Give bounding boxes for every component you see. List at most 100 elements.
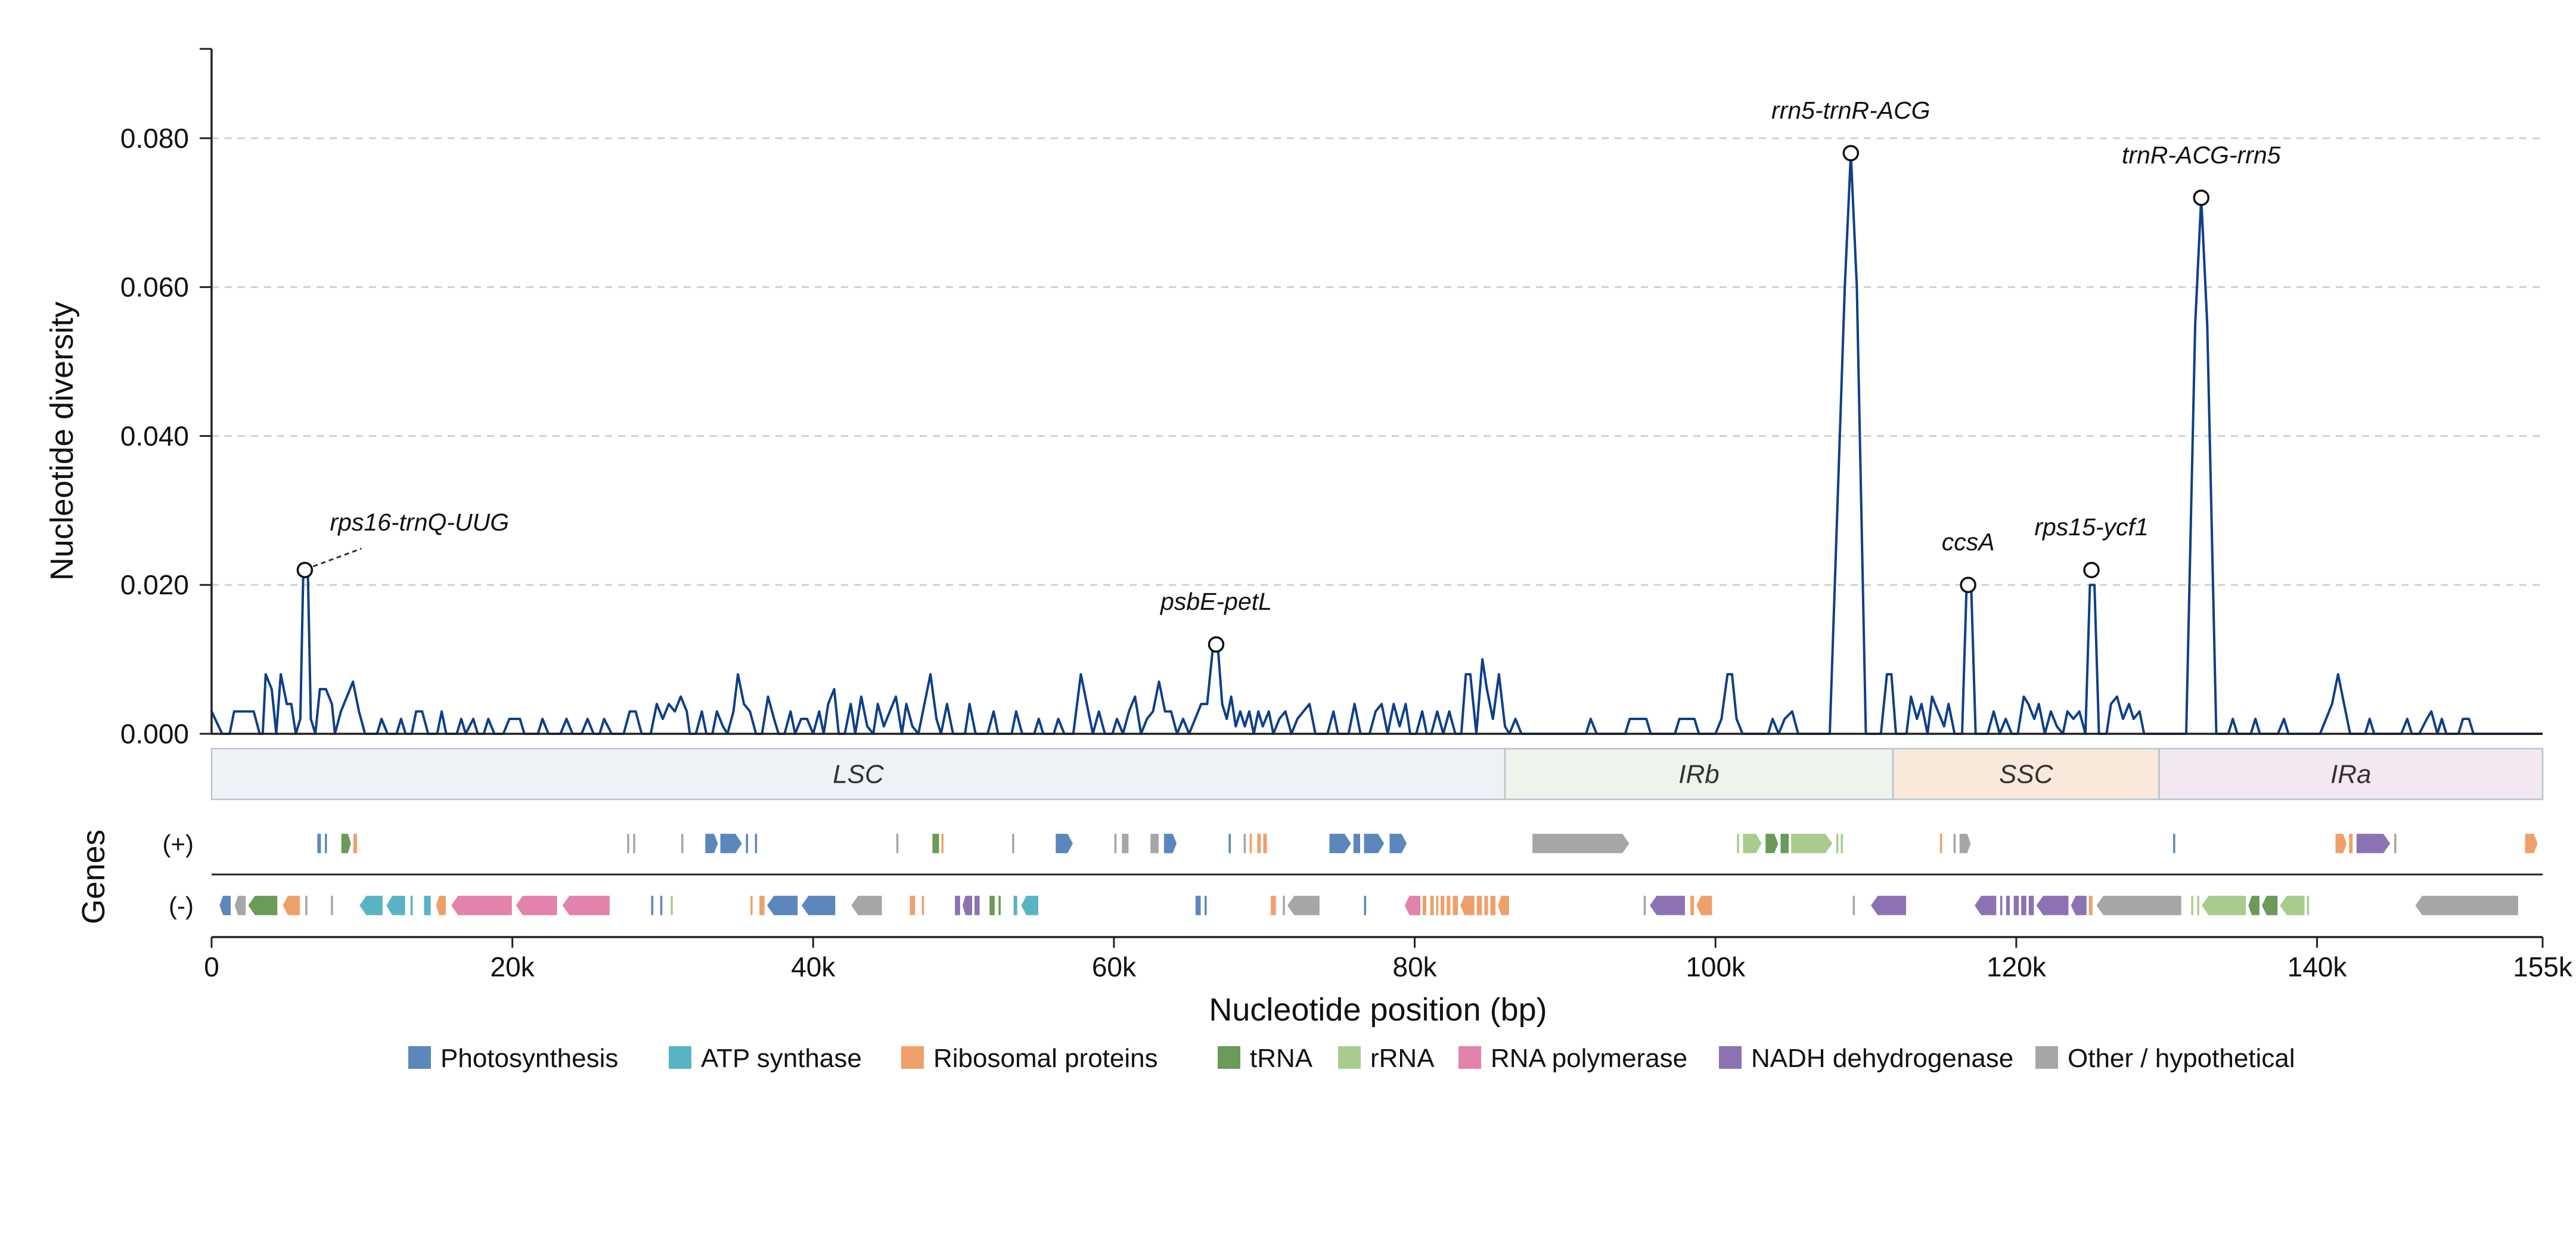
gene-ribo bbox=[1489, 895, 1497, 916]
gene-photo bbox=[1227, 833, 1232, 854]
gene-ndh bbox=[973, 895, 981, 916]
legend-swatch-trna bbox=[1218, 1046, 1240, 1069]
gene-other bbox=[1121, 833, 1129, 854]
gene-ribo bbox=[1445, 895, 1451, 916]
region-ssc bbox=[1892, 748, 2160, 801]
gene-atp bbox=[385, 895, 406, 916]
gene-rnap bbox=[450, 895, 513, 916]
minus-strand-label: (-) bbox=[169, 892, 194, 920]
peak-label: ccsA bbox=[1942, 528, 1995, 556]
y-tick-label: 0.060 bbox=[120, 272, 189, 303]
peak-marker bbox=[296, 562, 314, 578]
gene-ribo bbox=[1483, 895, 1489, 916]
gene-photo bbox=[1163, 833, 1178, 854]
gene-ribo bbox=[1459, 895, 1476, 916]
legend-swatch-rrna bbox=[1338, 1046, 1361, 1069]
gene-rrna bbox=[1835, 833, 1839, 854]
gene-ndh bbox=[2013, 895, 2020, 916]
y-tick-label: 0.040 bbox=[120, 420, 189, 451]
gene-ndh bbox=[1973, 895, 1997, 916]
legend-label-ndh: NADH dehydrogenase bbox=[1751, 1044, 2013, 1073]
gridlines bbox=[212, 137, 2543, 586]
gene-photo bbox=[766, 895, 799, 916]
gene-rrna bbox=[2306, 895, 2310, 916]
legend-swatch-ribo bbox=[901, 1046, 924, 1069]
legend-label-rrna: rRNA bbox=[1370, 1044, 1435, 1073]
region-ira bbox=[2158, 748, 2544, 801]
gene-ribo bbox=[1695, 895, 1713, 916]
region-label: IRa bbox=[2330, 760, 2371, 789]
peak-label: trnR-ACG-rrn5 bbox=[2122, 141, 2281, 169]
gene-other bbox=[1286, 895, 1321, 916]
gene-trna bbox=[340, 833, 352, 854]
x-axis-title: Nucleotide position (bp) bbox=[1209, 992, 1547, 1028]
gene-ndh bbox=[2005, 895, 2011, 916]
gene-photo bbox=[316, 833, 322, 854]
gene-ribo bbox=[1262, 833, 1268, 854]
gene-ribo bbox=[1422, 895, 1427, 916]
gene-other bbox=[1531, 833, 1631, 854]
legend-swatch-atp bbox=[669, 1046, 691, 1069]
gene-ribo bbox=[758, 895, 766, 916]
gene-other bbox=[1011, 833, 1016, 854]
x-tick-label: 40k bbox=[791, 951, 836, 982]
x-tick-label: 140k bbox=[2288, 951, 2348, 982]
gene-photo bbox=[719, 833, 743, 854]
gene-other bbox=[2393, 833, 2397, 854]
gene-rrna bbox=[2196, 895, 2201, 916]
gene-rrna bbox=[2279, 895, 2306, 916]
gene-rrna bbox=[669, 895, 674, 916]
gene-photo bbox=[324, 833, 328, 854]
gene-photo bbox=[1388, 833, 1408, 854]
x-tick-label: 100k bbox=[1686, 951, 1746, 982]
gene-other bbox=[1953, 833, 1957, 854]
peak-annotations: rps16-trnQ-UUG psbE-petL rrn5-trnR-ACG ccsA… bbox=[296, 97, 2281, 653]
gene-ribo bbox=[1451, 895, 1459, 916]
gene-ndh bbox=[2355, 833, 2392, 854]
gene-ribo bbox=[1256, 833, 1262, 854]
gene-photo bbox=[800, 895, 836, 916]
legend-swatch-photo bbox=[408, 1046, 431, 1069]
gene-rrna bbox=[2190, 895, 2195, 916]
genome-regions: LSC IRb SSC IRa bbox=[210, 748, 2544, 801]
gene-atp bbox=[409, 895, 414, 916]
gene-ribo bbox=[1439, 895, 1445, 916]
gene-other bbox=[2414, 895, 2519, 916]
x-tick-label: 155k bbox=[2513, 951, 2573, 982]
gene-ribo bbox=[1497, 895, 1510, 916]
peak-label: rps16-trnQ-UUG bbox=[330, 508, 509, 536]
axes: 0.000 0.020 0.040 0.060 0.080 0 20k 40k 60k 80k 10… bbox=[120, 48, 2573, 982]
y-axis-title: Nucleotide diversity bbox=[44, 302, 80, 581]
gene-rnap bbox=[514, 895, 558, 916]
gene-ribo bbox=[1435, 895, 1439, 916]
gene-ribo bbox=[909, 895, 916, 916]
gene-other bbox=[1959, 833, 1972, 854]
gene-other bbox=[895, 833, 899, 854]
gene-trna bbox=[2261, 895, 2279, 916]
genes-axis-title: Genes bbox=[76, 829, 111, 924]
gene-ribo bbox=[281, 895, 301, 916]
gene-atp bbox=[423, 895, 432, 916]
gene-ribo bbox=[941, 833, 945, 854]
gene-ribo bbox=[1429, 895, 1435, 916]
gene-ndh bbox=[2069, 895, 2088, 916]
gene-photo bbox=[1352, 833, 1361, 854]
peak-label: rps15-ycf1 bbox=[2034, 513, 2148, 541]
gene-other bbox=[1149, 833, 1160, 854]
legend-swatch-rnap bbox=[1458, 1046, 1481, 1069]
gene-other bbox=[850, 895, 883, 916]
legend-label-atp: ATP synthase bbox=[701, 1044, 862, 1073]
gene-trna bbox=[247, 895, 278, 916]
gene-photo bbox=[2172, 833, 2177, 854]
gene-other bbox=[1643, 895, 1647, 916]
y-tick-label: 0.000 bbox=[120, 718, 189, 749]
region-irb bbox=[1504, 748, 1894, 801]
gene-ribo bbox=[1249, 833, 1253, 854]
x-tick-label: 0 bbox=[204, 951, 219, 982]
gene-ndh bbox=[961, 895, 973, 916]
gene-other bbox=[1243, 833, 1247, 854]
gene-trna bbox=[1779, 833, 1790, 854]
gene-photo bbox=[1329, 833, 1352, 854]
gene-other bbox=[1113, 833, 1118, 854]
diversity-line bbox=[210, 151, 2543, 735]
